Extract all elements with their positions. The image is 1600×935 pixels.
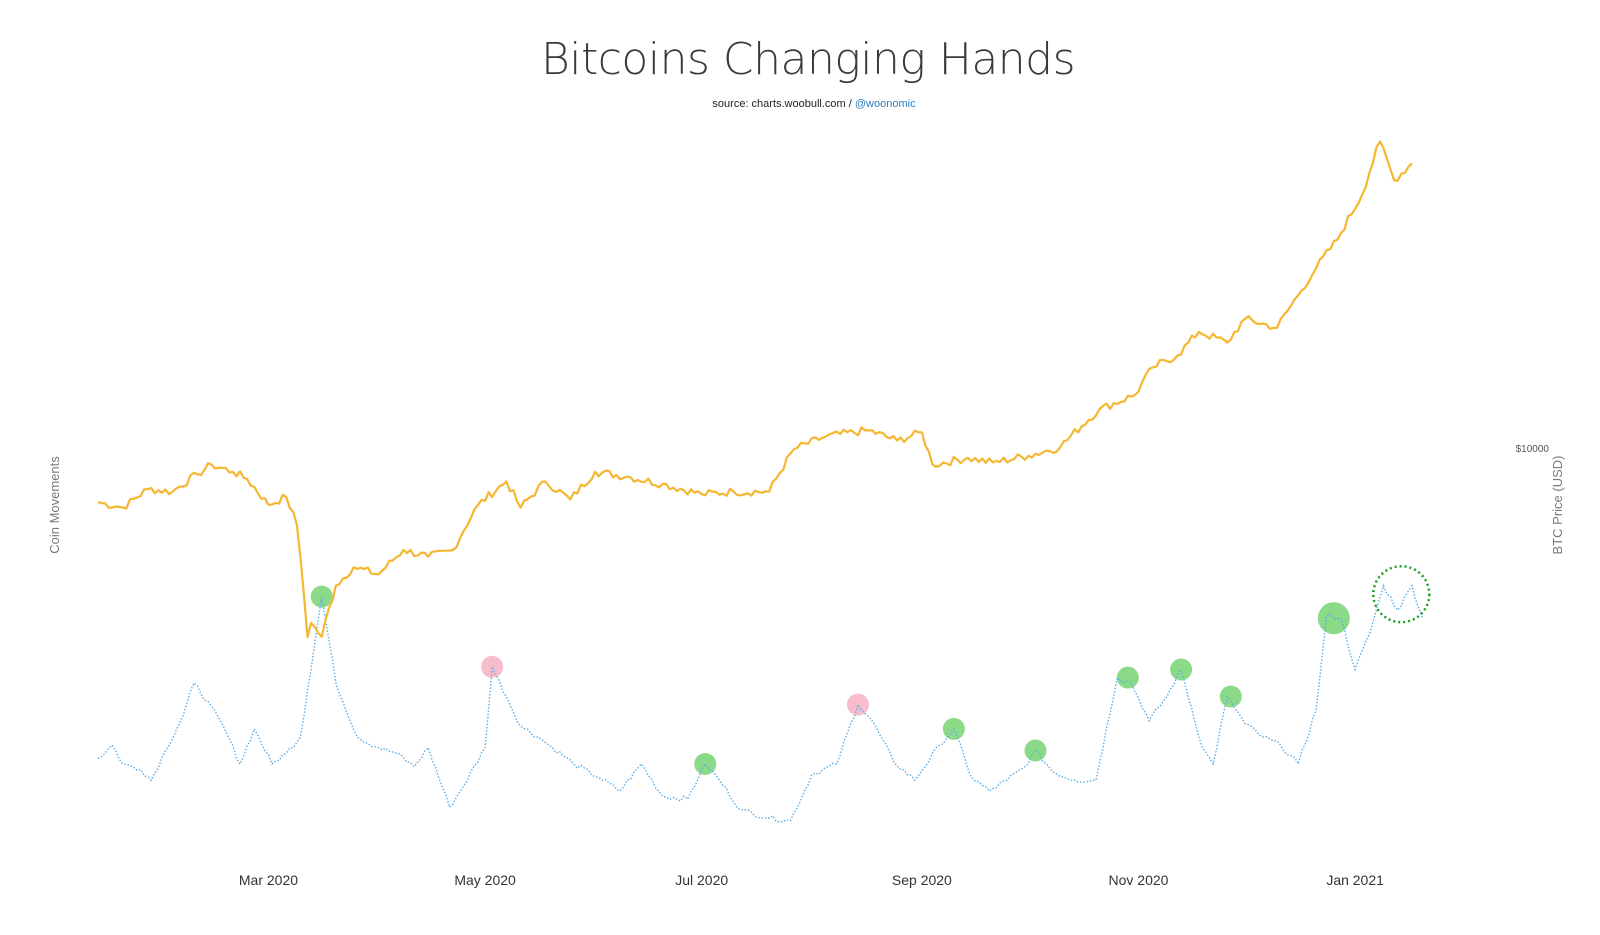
green-marker-8 — [1170, 658, 1193, 681]
x-tick-label-5: Nov 2020 — [1109, 872, 1169, 888]
btc-price-line — [97, 140, 1413, 638]
green-marker-7 — [1116, 666, 1139, 689]
highlight-circle — [1372, 564, 1431, 624]
x-tick-label-1: Mar 2020 — [239, 872, 298, 888]
markers-layer — [310, 585, 1350, 775]
green-marker-3 — [694, 753, 717, 775]
pink-marker-4 — [846, 693, 869, 716]
source-label: source: charts.woobull.com / — [712, 98, 855, 110]
source-handle-link[interactable]: @woonomic — [854, 98, 916, 110]
chart-title: Bitcoins Changing Hands — [540, 34, 1076, 85]
pink-marker-2 — [481, 655, 504, 678]
chart-subtitle: source: charts.woobull.com / @woonomic — [0, 98, 1600, 110]
green-marker-1 — [310, 585, 333, 608]
x-axis-ticks: Mar 2020 May 2020 Jul 2020 Sep 2020 Nov 2020… — [239, 872, 1384, 888]
y-axis-left-title: Coin Movements — [47, 456, 62, 554]
x-tick-label-2: May 2020 — [454, 872, 516, 888]
y-axis-right-reference: $10000 — [1516, 444, 1550, 455]
x-tick-label-6: Jan 2021 — [1326, 872, 1384, 888]
green-marker-9 — [1219, 685, 1242, 708]
y-axis-right-title: BTC Price (USD) — [1550, 456, 1565, 555]
x-tick-label-3: Jul 2020 — [675, 872, 728, 888]
x-tick-label-4: Sep 2020 — [892, 872, 952, 888]
green-marker-10 — [1317, 602, 1350, 635]
